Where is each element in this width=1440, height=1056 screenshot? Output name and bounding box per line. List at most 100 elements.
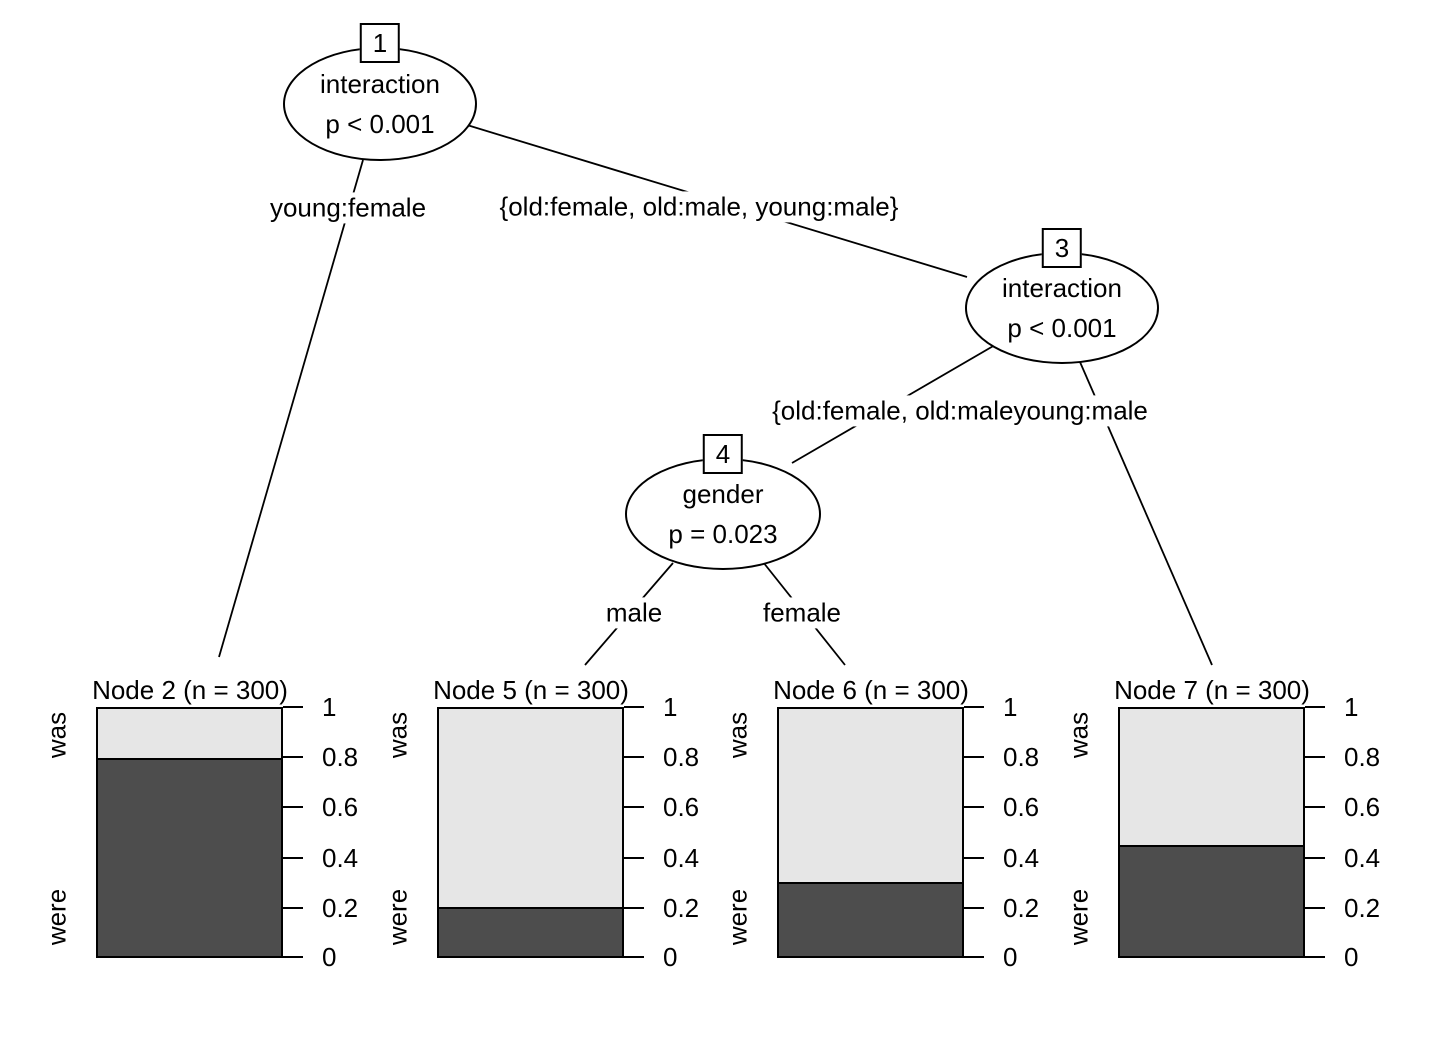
y-axis-tick: [283, 857, 303, 859]
y-axis-tick: [1305, 756, 1325, 758]
y-axis-tick: [964, 907, 984, 909]
inner-node-3: 3 interaction p < 0.001: [965, 228, 1159, 364]
node-4-variable: gender: [682, 478, 764, 509]
y-axis-tick: [283, 956, 303, 958]
y-axis-tick: [624, 907, 644, 909]
y-tick-label: 0.4: [322, 843, 359, 873]
y-tick-label: 0.8: [1003, 742, 1040, 772]
node-4-id-box: 4: [702, 434, 744, 474]
y-tick-label: 0.2: [322, 893, 359, 923]
stacked-bar: [1118, 707, 1305, 958]
y-axis-tick: [1305, 806, 1325, 808]
y-tick-label: 0: [322, 942, 337, 972]
inner-node-1: 1 interaction p < 0.001: [283, 23, 477, 161]
y-axis-tick: [964, 706, 984, 708]
y-tick-label: 0.2: [1003, 893, 1040, 923]
y-axis-tick: [283, 907, 303, 909]
terminal-node-6-panel: Node 6 (n = 300) was were 1 0.8 0.6 0.4 …: [707, 668, 1047, 972]
y-tick-label: 0: [1344, 942, 1359, 972]
y-tick-label: 0: [663, 942, 678, 972]
y-axis-tick: [283, 806, 303, 808]
y-tick-label: 0.2: [1344, 893, 1381, 923]
bar-segment-were: [439, 906, 622, 956]
y-axis-tick: [624, 956, 644, 958]
y-axis-tick: [964, 956, 984, 958]
bar-segment-were: [1120, 844, 1303, 956]
category-label-was: was: [722, 711, 753, 759]
bar-segment-was: [779, 709, 962, 882]
y-tick-label: 1: [322, 692, 337, 722]
y-tick-label: 0.2: [663, 893, 700, 923]
panel-title: Node 6 (n = 300): [773, 675, 969, 705]
y-tick-label: 0.6: [1003, 792, 1040, 822]
y-axis-tick: [1305, 956, 1325, 958]
category-label-were: were: [382, 888, 413, 946]
category-label-were: were: [722, 888, 753, 946]
stacked-bar: [96, 707, 283, 958]
bar-segment-was: [439, 709, 622, 907]
stacked-bar: [437, 707, 624, 958]
panel-title: Node 5 (n = 300): [433, 675, 629, 705]
y-tick-label: 0.4: [1003, 843, 1040, 873]
y-axis-tick: [624, 806, 644, 808]
bar-segment-were: [98, 758, 281, 956]
node-3-id-box: 3: [1041, 228, 1083, 268]
panel-title: Node 2 (n = 300): [92, 675, 288, 705]
y-tick-label: 0.6: [663, 792, 700, 822]
y-tick-label: 1: [663, 692, 678, 722]
terminal-node-5-panel: Node 5 (n = 300) was were 1 0.8 0.6 0.4 …: [367, 668, 707, 972]
bar-segment-were: [779, 881, 962, 956]
stacked-bar: [777, 707, 964, 958]
y-tick-label: 1: [1003, 692, 1018, 722]
category-label-was: was: [1063, 711, 1094, 759]
node-4-pvalue: p = 0.023: [668, 519, 778, 549]
edge-label-young-female: young:female: [264, 192, 432, 224]
node-3-id: 3: [1054, 233, 1070, 263]
edge-label-old-female-old-male: {old:female, old:male: [772, 395, 1014, 426]
inner-node-4: 4 gender p = 0.023: [625, 434, 821, 570]
node-1-id-box: 1: [359, 23, 401, 63]
edge-node1-node2: [218, 159, 364, 658]
node-3-variable: interaction: [1002, 272, 1122, 303]
y-axis-tick: [624, 857, 644, 859]
edge-label-row-node3: {old:female, old:male young:male: [772, 395, 1148, 427]
terminal-node-7-panel: Node 7 (n = 300) was were 1 0.8 0.6 0.4 …: [1048, 668, 1388, 972]
bar-segment-was: [1120, 709, 1303, 845]
edge-label-male: male: [600, 597, 668, 629]
y-tick-label: 0.8: [663, 742, 700, 772]
y-tick-label: 1: [1344, 692, 1359, 722]
y-axis-tick: [964, 756, 984, 758]
edge-label-young-male: young:male: [1013, 395, 1148, 426]
node-1-pvalue: p < 0.001: [325, 109, 435, 139]
y-tick-label: 0.8: [322, 742, 359, 772]
node-4-id: 4: [715, 439, 731, 469]
y-axis-tick: [283, 706, 303, 708]
y-axis-tick: [1305, 857, 1325, 859]
edge-label-old-female-old-male-young-male: {old:female, old:male, young:male}: [494, 191, 904, 223]
terminal-node-2-panel: Node 2 (n = 300) was were 1 0.8 0.6 0.4 …: [26, 668, 366, 972]
y-axis-tick: [964, 806, 984, 808]
y-tick-label: 0: [1003, 942, 1018, 972]
y-axis-tick: [1305, 706, 1325, 708]
category-label-was: was: [382, 711, 413, 759]
node-3-pvalue: p < 0.001: [1007, 313, 1117, 343]
edge-label-female: female: [757, 597, 847, 629]
y-tick-label: 0.8: [1344, 742, 1381, 772]
y-tick-label: 0.4: [1344, 843, 1381, 873]
panel-title: Node 7 (n = 300): [1114, 675, 1310, 705]
y-axis-tick: [964, 857, 984, 859]
y-axis-tick: [1305, 907, 1325, 909]
node-1-variable: interaction: [320, 68, 440, 99]
bar-segment-was: [98, 709, 281, 759]
category-label-were: were: [41, 888, 72, 946]
y-axis-tick: [624, 756, 644, 758]
y-axis-tick: [283, 756, 303, 758]
node-1-id: 1: [372, 28, 388, 58]
y-axis-tick: [624, 706, 644, 708]
y-tick-label: 0.4: [663, 843, 700, 873]
category-label-were: were: [1063, 888, 1094, 946]
y-tick-label: 0.6: [322, 792, 359, 822]
y-tick-label: 0.6: [1344, 792, 1381, 822]
category-label-was: was: [41, 711, 72, 759]
